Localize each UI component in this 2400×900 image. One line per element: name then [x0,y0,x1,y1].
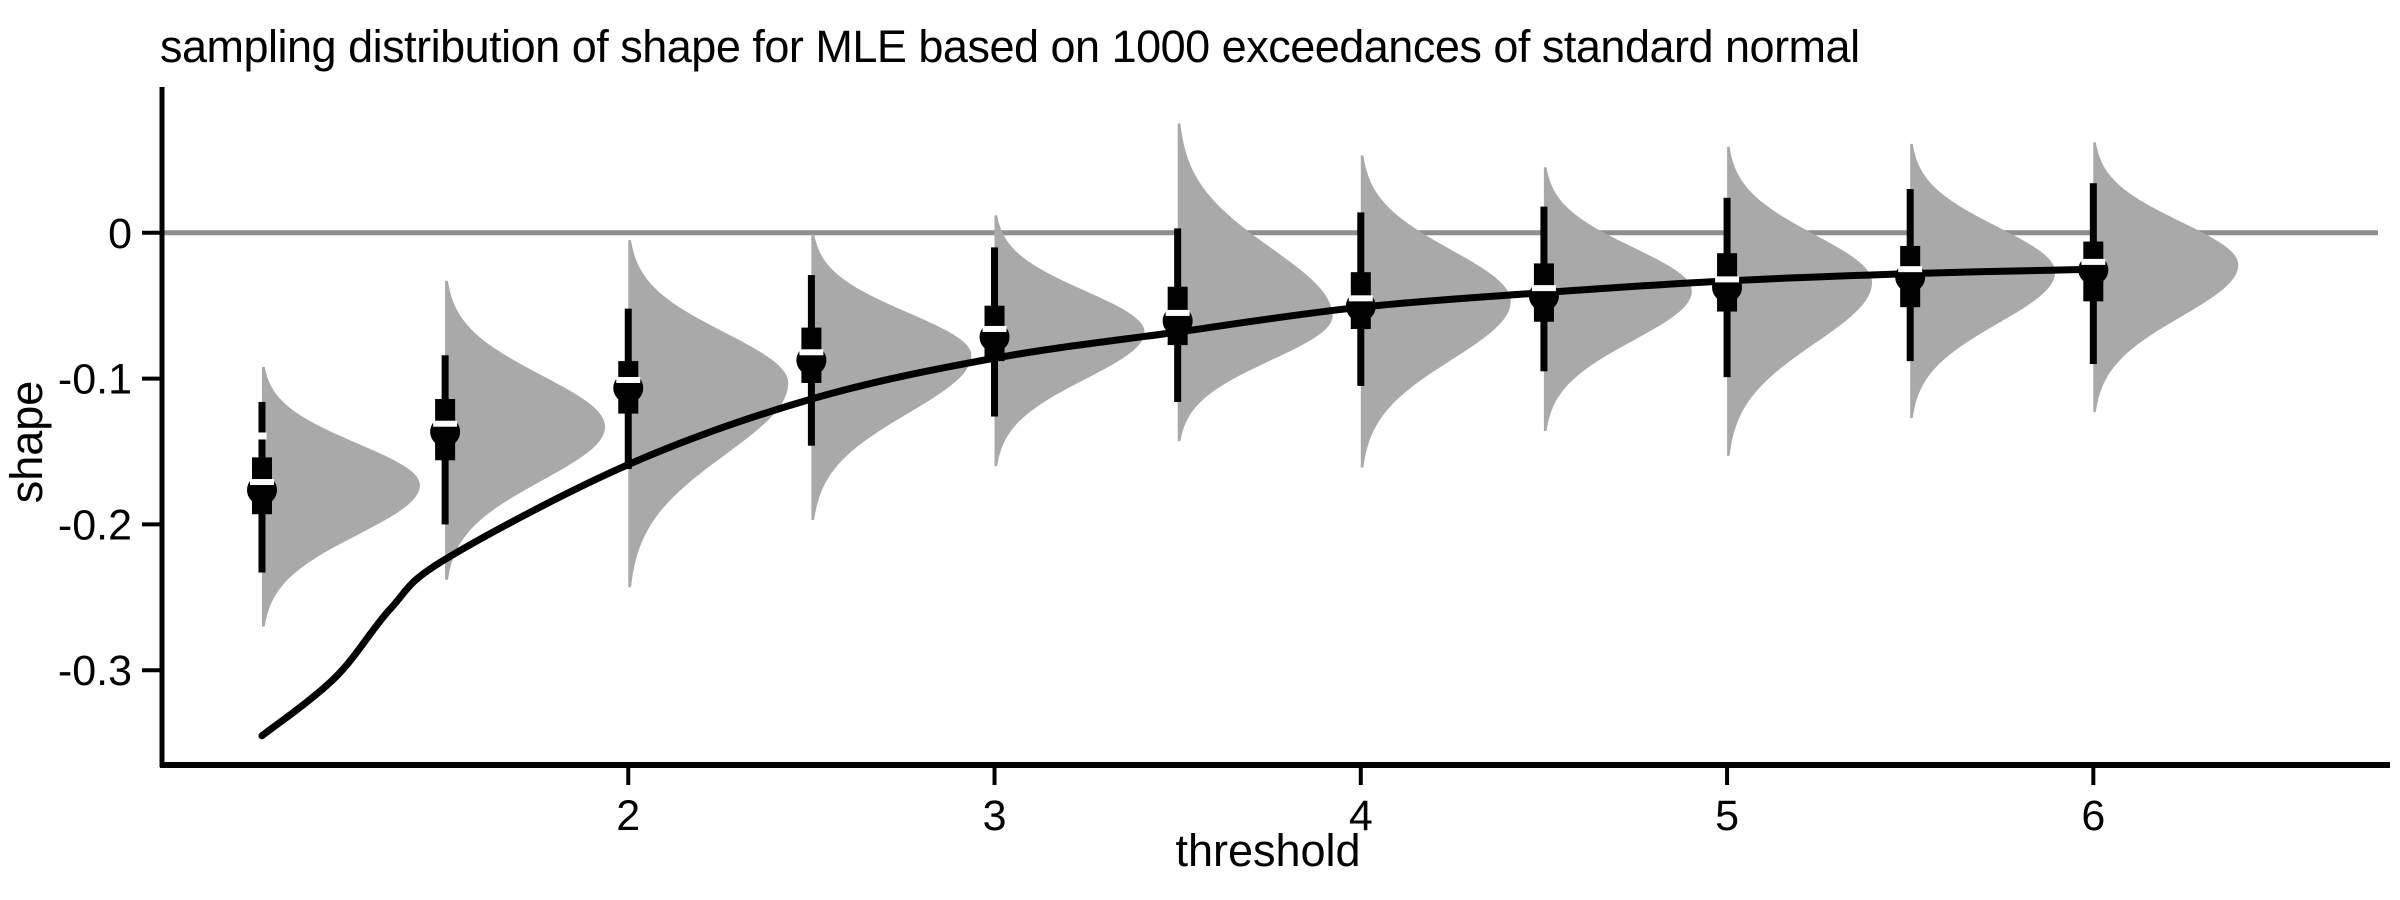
median-stripe [1165,309,1190,316]
x-axis-label: threshold [1175,825,1360,876]
y-tick-label: -0.3 [58,647,132,695]
x-tick-label: 4 [1349,792,1373,840]
violin-density [1360,155,1511,468]
chart-title: sampling distribution of shape for MLE b… [160,21,1860,72]
median-stripe [799,349,824,356]
violin-density [994,215,1145,467]
median-stripe [249,479,274,486]
violin-density [2093,142,2239,413]
median-stripe [2081,258,2106,265]
x-tick-label: 3 [983,792,1007,840]
violin-density [445,280,606,580]
y-tick-label: -0.2 [58,501,132,549]
y-axis-label: shape [1,381,52,504]
violins-layer [262,123,2239,627]
axes-layer [159,87,2390,768]
whisker-gap [257,432,267,440]
median-stripe [1348,295,1373,302]
violin-density [628,240,789,588]
x-tick-label: 2 [616,792,640,840]
medians-layer [246,254,2109,506]
median-stripe [616,376,641,383]
violin-density [1910,143,2056,418]
violin-density [262,366,420,627]
median-stripe [1715,276,1740,283]
median-stripe [1531,285,1556,292]
x-tick-label: 5 [1715,792,1739,840]
median-stripe [1898,266,1923,273]
median-stripe [982,325,1007,332]
median-stripe [433,420,458,427]
y-tick-label: 0 [108,210,132,258]
ticks-layer: 2 3 4 5 6 0 -0.1 -0.2 -0.3 [58,210,2105,840]
violin-density [1727,146,1873,456]
violin-density [1543,167,1692,432]
y-tick-label: -0.1 [58,356,132,404]
x-tick-label: 6 [2081,792,2105,840]
violin-density [1177,123,1333,442]
